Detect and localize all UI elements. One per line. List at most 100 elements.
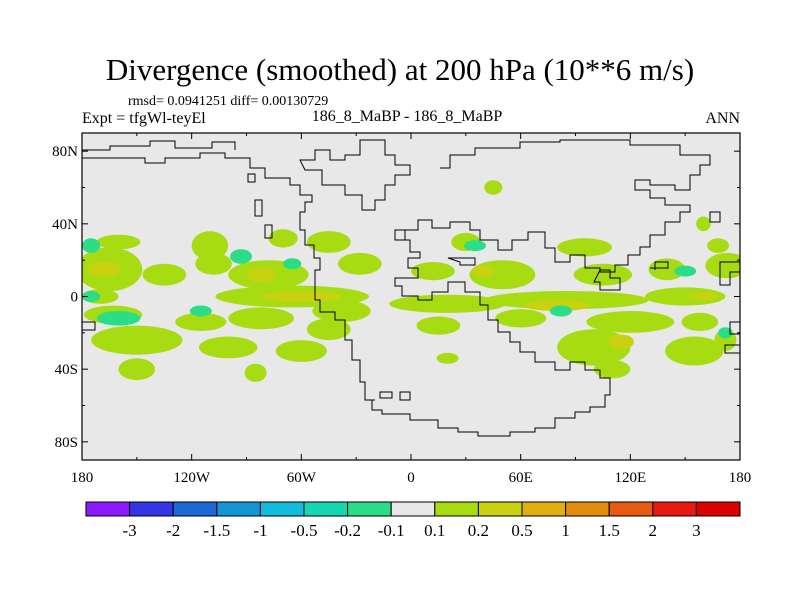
divergence-region: [473, 265, 496, 277]
convergence-region: [82, 291, 101, 302]
axis-tick-labels: 180 120W 60W 0 60E 120E 180 80N 40N 0 40S 80S: [52, 144, 751, 486]
colorbar-swatch: [347, 501, 392, 517]
x-tick-label: 120W: [173, 470, 211, 486]
colorbar-label: -2: [166, 521, 180, 540]
colorbar-label: -0.1: [378, 521, 405, 540]
axis-ticks: [81, 133, 741, 460]
colorbar-label: -0.2: [334, 521, 361, 540]
divergence-region: [573, 263, 633, 286]
divergence-region: [593, 360, 631, 379]
colorbar-label: 1: [561, 521, 570, 540]
colorbar-swatch: [172, 501, 218, 517]
divergence-region: [707, 238, 730, 253]
divergence-region: [228, 307, 294, 330]
y-tick-label: 40S: [55, 362, 78, 378]
y-tick-label: 40N: [52, 217, 78, 233]
chart-title: Divergence (smoothed) at 200 hPa (10**6 …: [105, 52, 695, 87]
x-tick-label: 180: [71, 470, 94, 486]
divergence-region: [312, 300, 371, 322]
convergence-region: [674, 265, 697, 277]
divergence-region: [337, 252, 382, 275]
divergence-region: [645, 287, 726, 306]
divergence-region: [411, 262, 455, 281]
divergence-region: [557, 238, 612, 257]
convergence-region: [82, 238, 101, 253]
divergence-region: [608, 334, 634, 350]
colorbar-swatch: [695, 501, 741, 517]
colorbar-swatch: [259, 501, 305, 517]
colorbar-label: 0.2: [468, 521, 489, 540]
divergence-field: [82, 180, 740, 382]
colorbar: -3 -2 -1.5 -1 -0.5 -0.2 -0.1 0.1 0.2 0.5 1 1.5 2 3: [85, 501, 741, 540]
divergence-region: [524, 300, 591, 312]
x-tick-label: 120E: [614, 470, 646, 486]
season-label: ANN: [705, 110, 740, 127]
divergence-region: [495, 309, 547, 328]
divergence-region: [244, 363, 267, 382]
divergence-region: [246, 267, 276, 283]
divergence-region: [261, 291, 342, 302]
colorbar-label: 0.5: [511, 521, 532, 540]
divergence-region: [175, 312, 227, 331]
convergence-region: [189, 305, 212, 317]
divergence-region: [142, 263, 187, 286]
convergence-region: [96, 311, 141, 326]
divergence-region: [688, 292, 719, 301]
colorbar-swatch: [434, 501, 479, 517]
divergence-region: [191, 231, 229, 261]
divergence-region: [306, 318, 351, 341]
divergence-region: [484, 180, 503, 195]
colorbar-swatch: [477, 501, 523, 517]
x-tick-label: 180: [729, 470, 752, 486]
colorbar-swatch: [565, 501, 610, 517]
y-tick-label: 0: [71, 290, 79, 306]
colorbar-label: -0.5: [291, 521, 318, 540]
x-tick-label: 0: [407, 470, 415, 486]
colorbar-swatch: [216, 501, 261, 517]
colorbar-swatch: [521, 501, 567, 517]
divergence-region: [199, 336, 258, 359]
experiment-label: Expt = tfgWl-teyEl: [82, 110, 206, 127]
divergence-region: [416, 316, 461, 335]
divergence-region: [586, 311, 675, 333]
convergence-region: [464, 240, 486, 252]
coastlines: [82, 139, 740, 437]
convergence-region: [230, 249, 252, 264]
convergence-region: [549, 305, 572, 317]
divergence-region: [705, 252, 740, 279]
colorbar-label: -1: [253, 521, 267, 540]
convergence-region: [283, 258, 302, 270]
divergence-region: [306, 231, 351, 253]
divergence-region: [665, 336, 724, 366]
colorbar-label: -3: [123, 521, 137, 540]
divergence-region: [696, 216, 711, 232]
colorbar-swatch: [129, 501, 174, 517]
colorbar-label: 3: [692, 521, 701, 540]
divergence-region: [87, 262, 121, 277]
y-tick-label: 80N: [52, 144, 78, 160]
divergence-region: [681, 312, 719, 331]
case-names: 186_8_MaBP - 186_8_MaBP: [311, 108, 503, 125]
colorbar-swatch: [390, 501, 436, 517]
colorbar-label: 0.1: [424, 521, 445, 540]
convergence-region: [718, 327, 733, 339]
divergence-region: [91, 325, 183, 355]
colorbar-swatch: [608, 501, 654, 517]
divergence-region: [96, 234, 141, 250]
x-tick-label: 60W: [287, 470, 317, 486]
colorbar-swatch: [85, 501, 131, 517]
x-tick-label: 60E: [509, 470, 533, 486]
divergence-region: [195, 252, 232, 275]
divergence-region: [275, 340, 327, 362]
colorbar-label: -1.5: [203, 521, 230, 540]
y-tick-label: 80S: [55, 435, 78, 451]
stats-text: rmsd= 0.0941251 diff= 0.00130729: [128, 94, 329, 109]
divergence-region: [436, 352, 459, 364]
colorbar-label: 2: [649, 521, 658, 540]
divergence-region: [268, 229, 298, 248]
colorbar-swatch: [303, 501, 349, 517]
divergence-region: [648, 258, 686, 281]
colorbar-label: 1.5: [599, 521, 620, 540]
colorbar-swatch: [652, 501, 697, 517]
